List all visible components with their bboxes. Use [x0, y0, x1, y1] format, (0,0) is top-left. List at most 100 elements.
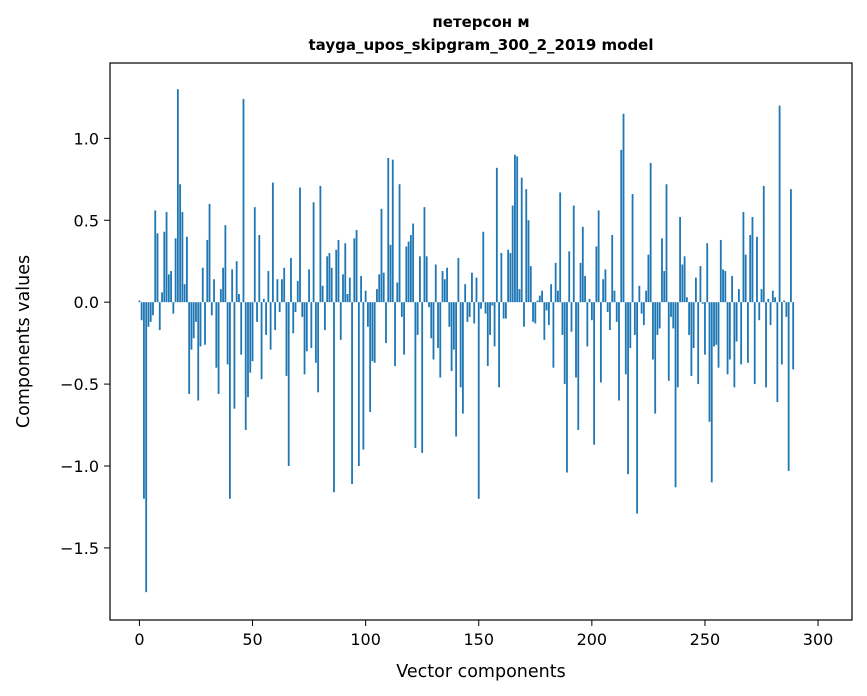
bar	[143, 302, 145, 499]
bar	[432, 302, 435, 360]
bar	[765, 302, 767, 388]
bar	[434, 264, 437, 303]
bar	[305, 302, 308, 352]
bar	[581, 226, 584, 303]
bar	[690, 302, 693, 376]
bar	[276, 279, 279, 303]
bar	[403, 302, 405, 355]
bar	[231, 269, 234, 303]
bar	[543, 302, 546, 340]
x-tick-label: 150	[463, 630, 494, 649]
bar	[778, 105, 781, 303]
x-axis-label: Vector components	[396, 662, 565, 682]
bar	[706, 243, 709, 303]
bar	[366, 302, 369, 327]
bar	[785, 302, 788, 317]
bar	[523, 302, 525, 327]
bar	[208, 203, 211, 303]
bar	[217, 302, 220, 394]
bar	[774, 297, 776, 303]
bar	[674, 302, 677, 488]
bar	[299, 187, 301, 303]
bar	[656, 302, 659, 335]
bar	[792, 302, 795, 370]
bar	[577, 302, 580, 430]
bar	[563, 302, 566, 385]
bar	[170, 271, 172, 303]
bar	[328, 253, 331, 303]
bar	[590, 302, 593, 321]
bar	[346, 293, 349, 303]
bar	[586, 302, 589, 347]
bar	[428, 302, 430, 308]
bar	[547, 302, 550, 326]
bar	[360, 275, 363, 303]
bar	[290, 257, 292, 303]
bar	[412, 223, 415, 303]
bar	[233, 302, 236, 409]
bar	[525, 189, 528, 303]
x-tick-label: 200	[577, 630, 608, 649]
bar	[683, 256, 686, 303]
bar	[742, 212, 745, 303]
bar	[534, 302, 537, 324]
bar	[296, 280, 299, 303]
bar	[262, 298, 265, 303]
bar	[314, 302, 317, 363]
bar	[283, 267, 286, 303]
bar	[179, 184, 182, 303]
bar	[201, 267, 204, 303]
bar	[744, 254, 747, 303]
bar	[235, 261, 238, 303]
bar	[339, 302, 342, 340]
bar	[595, 246, 598, 303]
bar	[676, 302, 679, 388]
bar	[627, 302, 629, 475]
bar	[652, 302, 654, 360]
bar	[679, 216, 681, 303]
bar	[552, 302, 555, 368]
bar	[473, 302, 476, 324]
bar	[672, 302, 675, 329]
bar	[176, 89, 179, 303]
bar	[561, 302, 564, 335]
bar	[584, 275, 586, 303]
bar	[790, 189, 792, 303]
bar	[477, 302, 480, 499]
bar	[466, 302, 469, 322]
bar	[183, 284, 186, 303]
bar	[409, 235, 412, 303]
bar	[319, 185, 322, 303]
bar	[152, 302, 154, 316]
bar	[376, 289, 378, 303]
bar	[489, 302, 491, 335]
bar	[324, 302, 326, 331]
bar	[697, 302, 700, 385]
y-tick-label: −1.5	[60, 539, 99, 558]
bar	[681, 264, 684, 303]
bar	[649, 162, 652, 303]
bar	[593, 302, 596, 445]
bar	[486, 302, 489, 367]
bar	[421, 302, 424, 453]
bar	[566, 302, 568, 473]
bar	[532, 302, 534, 322]
bar	[493, 302, 496, 347]
bar	[731, 275, 734, 303]
bar	[747, 302, 749, 363]
bar	[767, 298, 770, 303]
bar	[733, 302, 736, 388]
bar	[301, 302, 304, 317]
bar	[559, 192, 562, 303]
bar	[380, 208, 383, 303]
bar	[518, 289, 521, 303]
bar	[357, 302, 360, 467]
bar	[439, 302, 442, 378]
bar	[507, 249, 510, 303]
bar	[310, 302, 313, 349]
bar	[312, 202, 315, 303]
bar	[213, 279, 215, 303]
bar	[500, 253, 503, 303]
bar	[615, 302, 618, 322]
x-tick-label: 250	[690, 630, 721, 649]
